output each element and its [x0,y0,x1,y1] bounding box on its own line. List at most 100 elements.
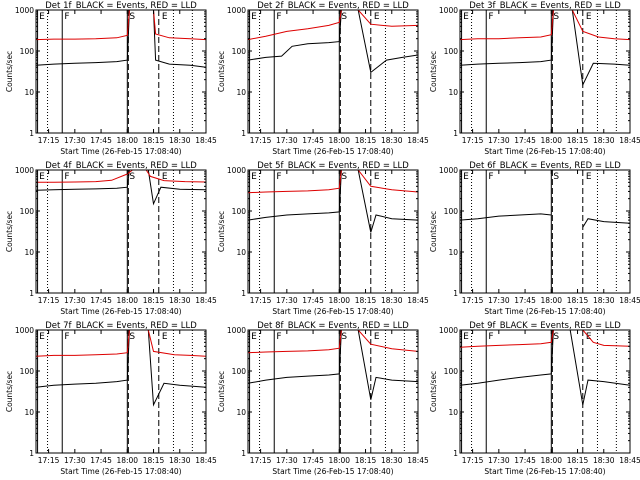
event-marker-label: F [64,172,69,182]
plot-frame [459,169,631,294]
x-tick-label: 18:45 [195,136,217,145]
x-tick-label: 18:45 [619,136,640,145]
plot-frame [247,169,419,294]
y-tick-label: 100 [444,47,459,56]
x-tick-label: 18:30 [593,456,615,465]
chart-title: Det 2f_BLACK = Events, RED = LLD [257,1,409,11]
x-axis-label: Start Time (26-Feb-15 17:08:40) [484,307,605,316]
event-marker-label: E [463,172,469,182]
y-tick-label: 1000 [15,326,34,335]
x-tick-label: 18:00 [328,296,350,305]
x-tick-label: 18:30 [381,296,403,305]
y-tick-label: 1 [29,289,34,298]
event-marker-label: S [341,12,347,22]
x-tick-label: 18:45 [619,296,640,305]
y-tick-label: 1 [241,289,246,298]
series-line [248,10,418,41]
x-tick-label: 18:00 [540,456,562,465]
chart-title: Det 6f_BLACK = Events, RED = LLD [469,161,621,171]
y-axis-label: Counts/sec [217,51,226,92]
x-tick-label: 17:30 [276,456,298,465]
series-line [36,330,206,357]
y-tick-label: 100 [20,207,35,216]
x-tick-label: 17:30 [276,136,298,145]
x-tick-label: 17:15 [38,136,60,145]
y-tick-label: 1 [453,289,458,298]
event-marker-label: E [39,172,45,182]
event-marker-label: E [251,12,257,22]
event-marker-label: E [463,12,469,22]
x-tick-label: 18:30 [593,136,615,145]
y-tick-label: 100 [232,367,247,376]
plot-frame [35,169,207,294]
y-tick-label: 10 [236,408,246,417]
y-tick-label: 10 [24,408,34,417]
y-axis-label: Counts/sec [429,51,438,92]
x-tick-label: 17:45 [90,296,112,305]
event-marker-label: S [341,332,347,342]
x-tick-label: 18:00 [328,456,350,465]
x-tick-label: 17:15 [250,296,272,305]
series-line [36,170,206,206]
y-tick-label: 100 [232,207,247,216]
y-tick-label: 10 [236,88,246,97]
chart-title: Det 4f_BLACK = Events, RED = LLD [45,161,197,171]
chart-panel: Det 7f_BLACK = Events, RED = LLD Counts/s… [5,321,217,476]
x-tick-label: 18:45 [195,296,217,305]
event-marker-label: S [341,172,347,182]
series-line [460,10,630,41]
y-axis-label: Counts/sec [217,211,226,252]
x-tick-label: 17:15 [38,456,60,465]
x-tick-label: 18:45 [407,456,429,465]
x-tick-label: 18:30 [169,296,191,305]
chart-panel: Det 4f_BLACK = Events, RED = LLD Counts/s… [5,161,217,316]
chart-title: Det 7f_BLACK = Events, RED = LLD [45,321,197,331]
chart-panel: Det 8f_BLACK = Events, RED = LLD Counts/s… [217,321,429,476]
y-axis-label: Counts/sec [5,211,14,252]
y-tick-label: 1000 [227,326,246,335]
series-line [36,10,206,68]
x-tick-label: 18:45 [407,296,429,305]
x-tick-label: 17:30 [276,296,298,305]
event-marker-label: E [162,172,168,182]
y-tick-label: 100 [20,367,35,376]
y-tick-label: 100 [444,207,459,216]
x-tick-label: 18:00 [116,296,138,305]
chart-panel: Det 1f_BLACK = Events, RED = LLD Counts/s… [5,1,217,156]
chart-panel: Det 2f_BLACK = Events, RED = LLD Counts/s… [217,1,429,156]
x-axis-label: Start Time (26-Feb-15 17:08:40) [484,147,605,156]
x-axis-label: Start Time (26-Feb-15 17:08:40) [272,467,393,476]
event-marker-label: F [276,332,281,342]
event-marker-label: F [64,12,69,22]
x-tick-label: 17:15 [38,296,60,305]
chart-title: Det 3f_BLACK = Events, RED = LLD [469,1,621,11]
y-axis-label: Counts/sec [429,211,438,252]
x-tick-label: 18:45 [619,456,640,465]
series-line [460,10,630,87]
x-tick-label: 18:15 [143,296,165,305]
event-marker-label: E [374,12,380,22]
x-tick-label: 17:45 [302,456,324,465]
event-marker-label: F [276,172,281,182]
x-tick-label: 18:15 [355,456,377,465]
x-tick-label: 18:30 [169,136,191,145]
event-marker-label: S [129,12,135,22]
event-marker-label: E [251,172,257,182]
x-tick-label: 18:00 [540,296,562,305]
y-tick-label: 1 [241,129,246,138]
event-marker-label: S [129,172,135,182]
y-tick-label: 10 [236,248,246,257]
x-tick-label: 18:45 [195,456,217,465]
x-axis-label: Start Time (26-Feb-15 17:08:40) [60,467,181,476]
event-marker-label: E [586,12,592,22]
y-tick-label: 1000 [439,326,458,335]
plot-frame [247,329,419,454]
series-line [582,218,630,228]
event-marker-label: S [553,332,559,342]
x-tick-label: 18:30 [593,296,615,305]
event-marker-label: F [64,332,69,342]
plot-frame [459,9,631,134]
event-marker-label: E [463,332,469,342]
y-tick-label: 100 [444,367,459,376]
